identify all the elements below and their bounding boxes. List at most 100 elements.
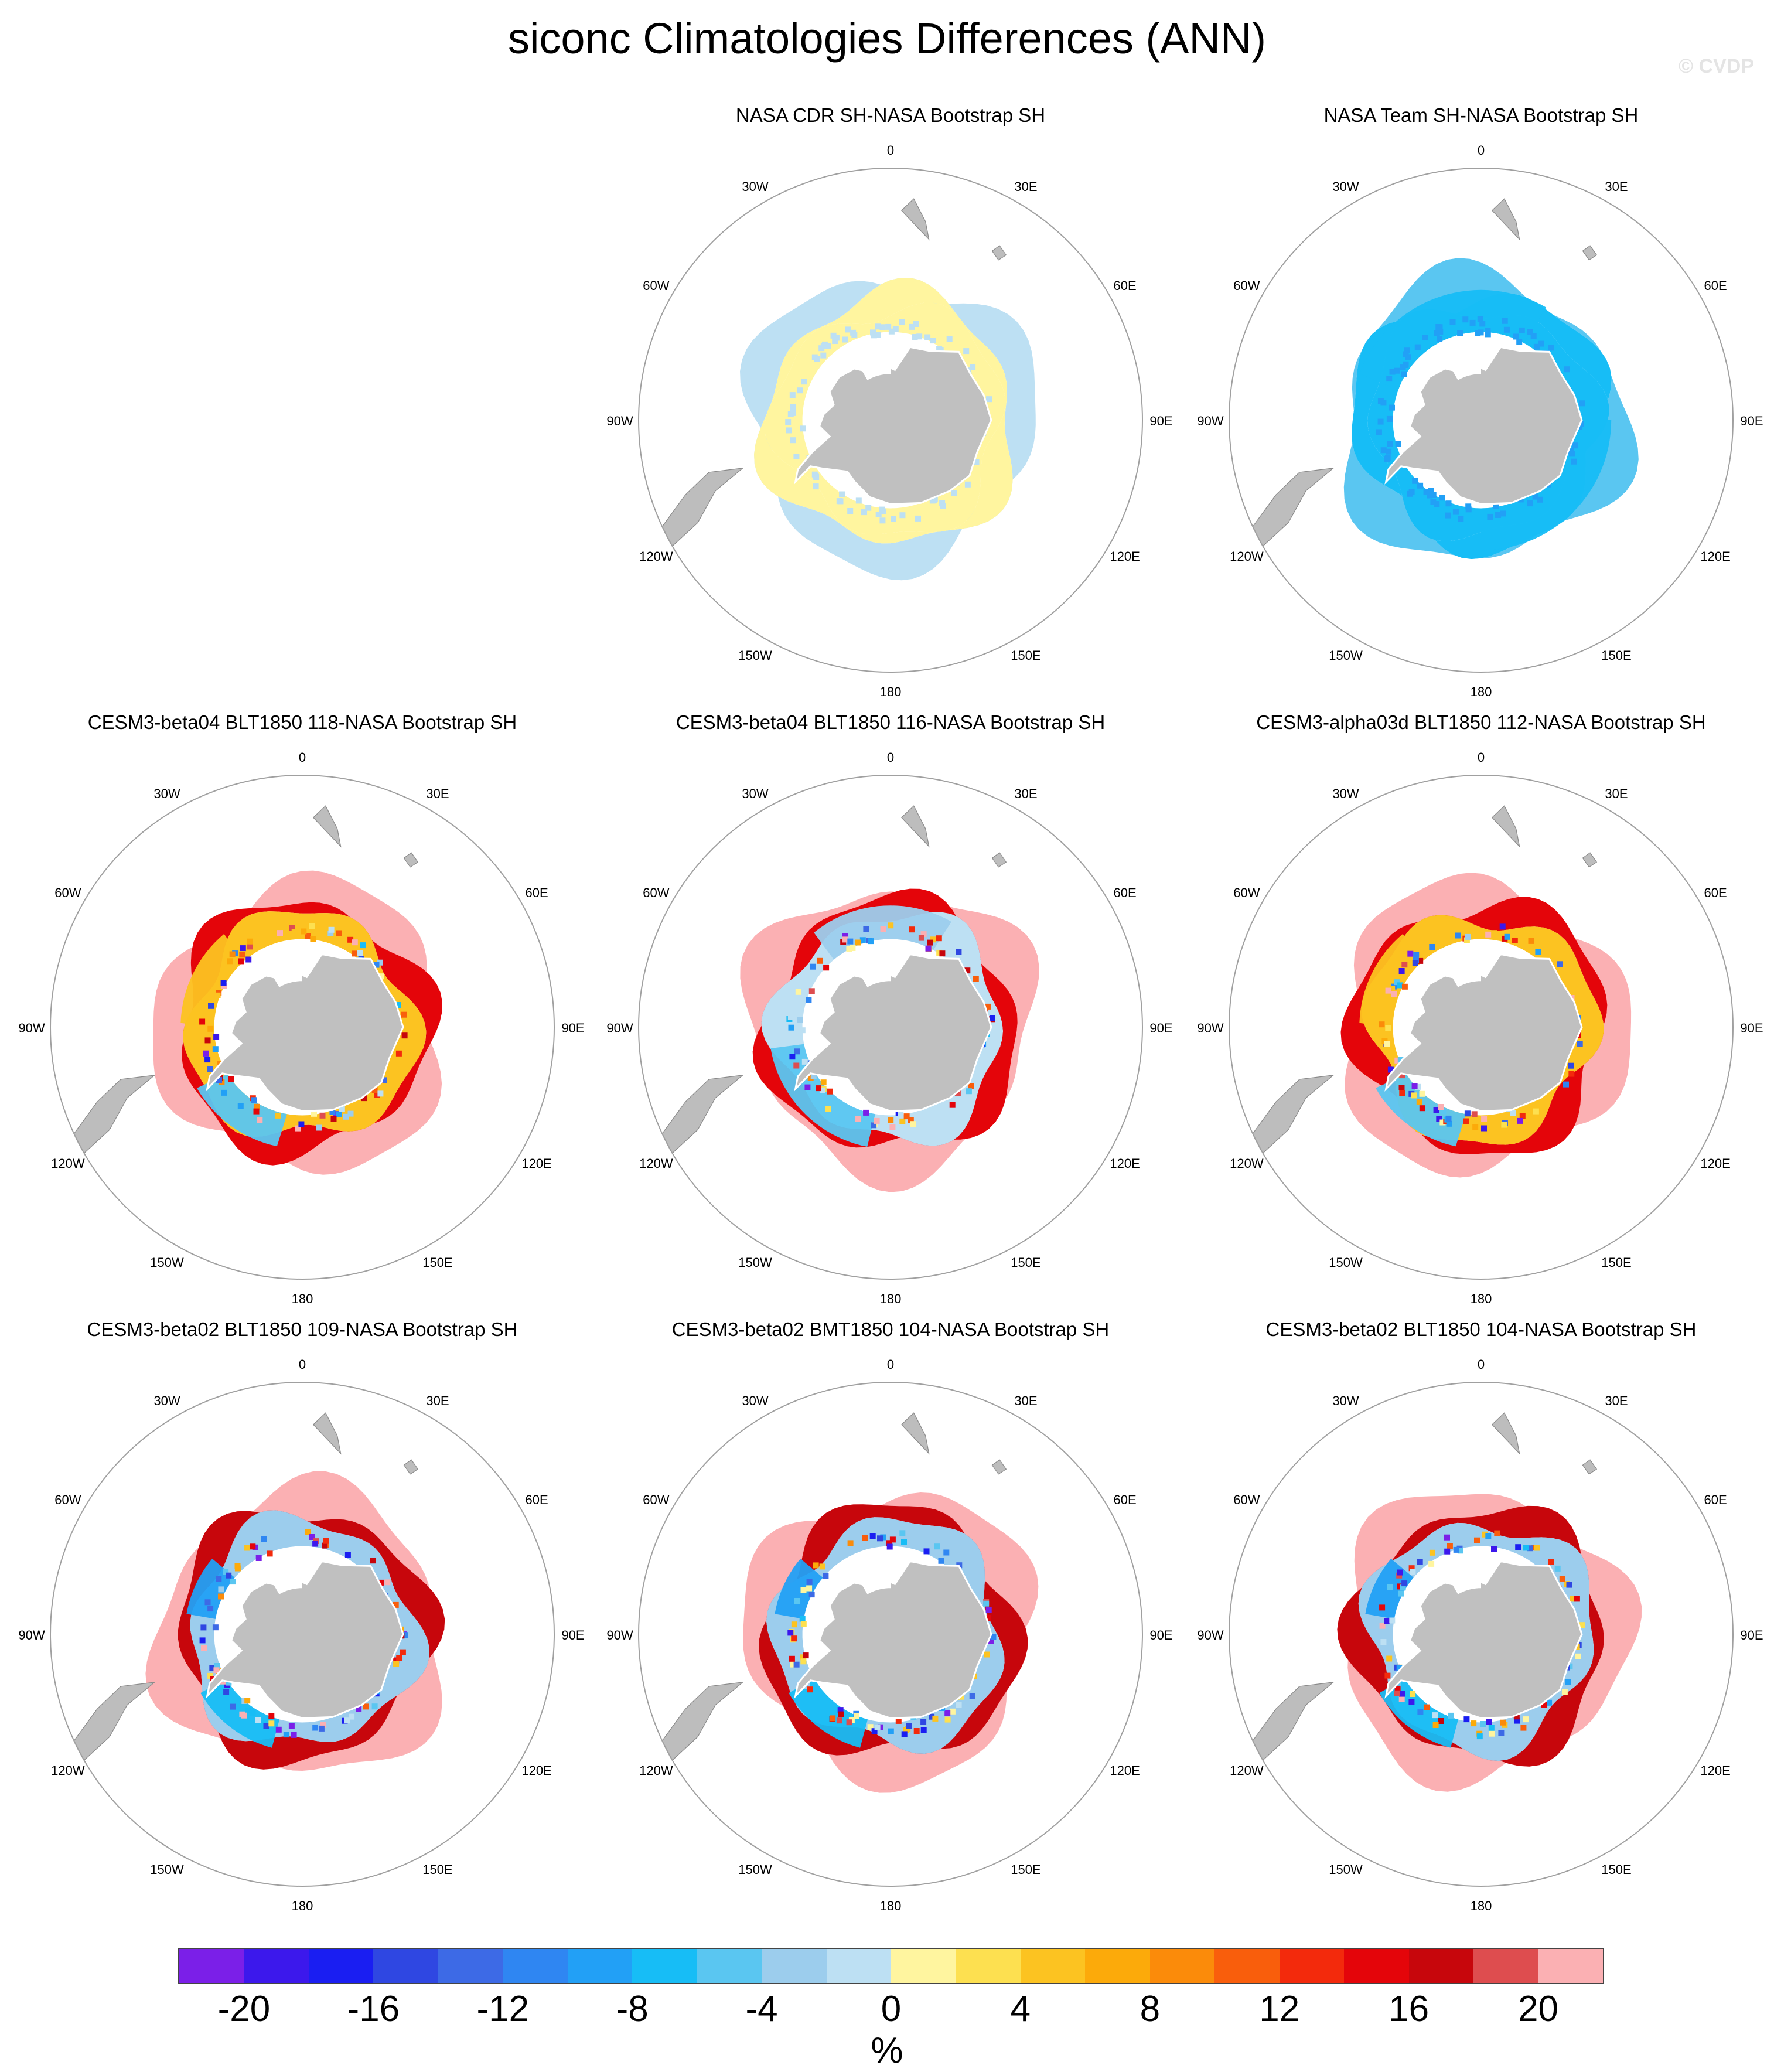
ice-difference-pixel xyxy=(808,988,815,994)
ice-difference-pixel xyxy=(1387,441,1393,447)
meridian-label: 60E xyxy=(526,1492,548,1507)
ice-difference-pixel xyxy=(363,1703,369,1710)
colorbar-cell xyxy=(956,1949,1021,1983)
ice-difference-pixel xyxy=(816,1085,821,1092)
ice-difference-pixel xyxy=(888,922,894,929)
ice-difference-pixel xyxy=(1395,441,1401,447)
ice-difference-pixel xyxy=(1502,318,1508,324)
colorbar-tick-label: 16 xyxy=(1389,1989,1430,2029)
ice-difference-pixel xyxy=(1527,500,1533,507)
ice-difference-pixel xyxy=(1504,933,1510,940)
ice-difference-pixel xyxy=(371,1703,378,1710)
ross-ice-shelf xyxy=(1451,968,1481,987)
ice-difference-pixel xyxy=(923,1548,930,1555)
ice-difference-pixel xyxy=(1565,1679,1571,1685)
ice-difference-pixel xyxy=(799,1616,806,1622)
ice-difference-pixel xyxy=(989,1015,995,1021)
ice-difference-pixel xyxy=(1438,1104,1444,1110)
ice-difference-pixel xyxy=(385,1068,391,1074)
new-zealand-landmass xyxy=(1491,805,1520,848)
ice-difference-pixel xyxy=(800,1654,806,1661)
new-zealand-landmass xyxy=(1491,198,1520,241)
ice-difference-pixel xyxy=(1523,1716,1529,1723)
ice-difference-pixel xyxy=(1512,938,1518,943)
ice-difference-pixel xyxy=(1445,500,1452,507)
ice-difference-pixel xyxy=(867,1724,874,1730)
ice-difference-pixel xyxy=(305,933,311,939)
ice-difference-pixel xyxy=(370,1558,376,1564)
ice-difference-pixel xyxy=(352,950,358,957)
ice-difference-pixel xyxy=(949,1102,956,1108)
south-america-landmass xyxy=(661,1682,744,1761)
ice-difference-pixel xyxy=(825,1106,831,1112)
meridian-label: 60E xyxy=(1114,885,1137,900)
tasmania-landmass xyxy=(403,852,419,868)
ice-difference-pixel xyxy=(1498,1730,1505,1736)
ice-difference-pixel xyxy=(863,926,869,932)
ice-difference-pixel xyxy=(915,515,921,522)
ice-difference-pixel xyxy=(794,1598,800,1604)
ice-difference-pixel xyxy=(899,1530,906,1536)
ice-difference-pixel xyxy=(879,324,886,330)
colorbar-cell xyxy=(438,1949,503,1983)
meridian-label: 90E xyxy=(1149,1021,1172,1035)
ice-difference-pixel xyxy=(927,939,933,946)
ice-difference-pixel xyxy=(1480,1721,1486,1727)
ice-difference-pixel xyxy=(327,930,334,936)
ice-difference-pixel xyxy=(970,364,976,370)
ice-difference-pixel xyxy=(807,1075,814,1081)
ice-difference-pixel xyxy=(1463,937,1470,943)
ice-difference-pixel xyxy=(906,1723,912,1729)
ice-difference-pixel xyxy=(1457,330,1463,336)
ice-difference-pixel xyxy=(846,1719,852,1726)
ice-difference-pixel xyxy=(1578,421,1584,427)
ice-difference-pixel xyxy=(1384,1041,1390,1047)
ross-ice-shelf xyxy=(272,1575,302,1594)
meridian-label: 0 xyxy=(299,750,306,765)
ice-difference-pixel xyxy=(956,1702,962,1708)
ice-difference-pixel xyxy=(1523,1545,1529,1551)
watermark: © CVDP xyxy=(1679,55,1754,77)
ice-difference-pixel xyxy=(1435,324,1442,330)
ice-difference-pixel xyxy=(221,1089,227,1096)
ice-difference-pixel xyxy=(949,1708,956,1715)
meridian-label: 120E xyxy=(1700,549,1730,564)
ice-difference-pixel xyxy=(934,1543,940,1550)
ice-difference-pixel xyxy=(1491,1546,1497,1552)
meridian-label: 120E xyxy=(1110,1763,1140,1778)
ice-difference-pixel xyxy=(842,336,848,343)
ice-difference-pixel xyxy=(984,1615,991,1621)
ice-difference-pixel xyxy=(944,1716,951,1723)
ice-difference-pixel xyxy=(212,1624,219,1631)
ice-difference-pixel xyxy=(889,1536,896,1543)
ice-difference-pixel xyxy=(930,936,936,943)
ice-difference-pixel xyxy=(1569,451,1575,457)
ice-difference-pixel xyxy=(1440,1108,1447,1115)
polar-map: 0 30E 60E 90E 120E 150E 180 150W 120W 90W 60W 30W xyxy=(1197,750,1763,1306)
ice-difference-pixel xyxy=(1533,1108,1539,1115)
ice-difference-pixel xyxy=(1463,1118,1469,1124)
ice-difference-pixel xyxy=(200,1624,207,1631)
ice-difference-pixel xyxy=(250,1543,256,1550)
ice-difference-pixel xyxy=(401,1011,407,1018)
ice-difference-pixel xyxy=(204,1037,211,1044)
ice-difference-pixel xyxy=(1397,1569,1403,1576)
antarctica-landmass xyxy=(794,346,992,505)
tasmania-landmass xyxy=(1582,1459,1598,1475)
ice-difference-pixel xyxy=(944,1710,951,1716)
ice-difference-pixel xyxy=(836,498,842,505)
antarctica-landmass xyxy=(1384,953,1583,1112)
ice-difference-pixel xyxy=(943,1549,950,1556)
ice-difference-pixel xyxy=(845,326,851,333)
ice-difference-pixel xyxy=(1477,316,1483,322)
ice-difference-pixel xyxy=(1462,316,1469,323)
meridian-label: 120W xyxy=(639,1156,673,1171)
ice-difference-pixel xyxy=(226,1572,232,1579)
ice-difference-pixel xyxy=(1438,1718,1444,1724)
ice-difference-pixel xyxy=(918,935,924,941)
ice-difference-pixel xyxy=(1397,1057,1404,1063)
ice-difference-pixel xyxy=(216,1077,223,1083)
ice-difference-pixel xyxy=(1546,1699,1553,1706)
ice-difference-pixel xyxy=(790,437,796,444)
ice-difference-pixel xyxy=(1397,982,1403,989)
